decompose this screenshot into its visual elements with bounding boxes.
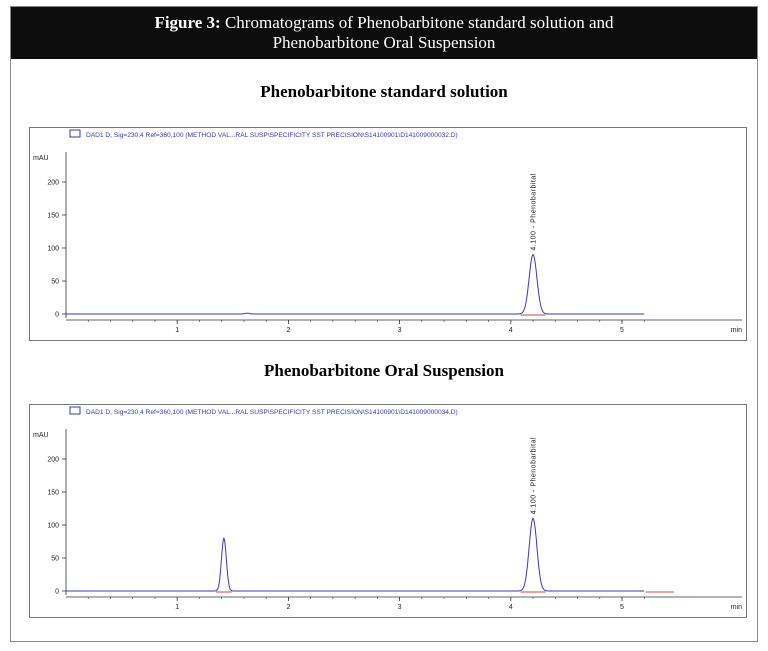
figure-label: Figure 3: xyxy=(154,13,221,32)
y-tick-label: 50 xyxy=(51,279,59,286)
legend-swatch xyxy=(69,406,81,415)
chart-title-suspension: Phenobarbitone Oral Suspension xyxy=(264,361,504,380)
x-axis-label: min xyxy=(731,327,742,334)
chromatogram-svg: DAD1 D, Sig=230,4 Ref=360,100 (METHOD VA… xyxy=(33,129,742,334)
chromatogram-trace xyxy=(66,517,645,592)
caption-line-1: Figure 3: Chromatograms of Phenobarbiton… xyxy=(11,13,757,33)
x-tick-label: 1 xyxy=(175,327,179,334)
legend-text: DAD1 D, Sig=230,4 Ref=360,100 (METHOD VA… xyxy=(86,409,458,416)
legend-swatch xyxy=(69,129,81,138)
peak-label: 4.100 - Phenobarbital xyxy=(531,437,538,514)
y-tick-label: 200 xyxy=(47,180,59,187)
x-tick-label: 5 xyxy=(620,604,624,611)
caption-title-line-1: Chromatograms of Phenobarbitone standard… xyxy=(224,13,614,32)
x-axis-label: min xyxy=(731,604,742,611)
x-tick-label: 4 xyxy=(509,327,513,334)
chromatogram-standard-panel: DAD1 D, Sig=230,4 Ref=360,100 (METHOD VA… xyxy=(29,127,747,341)
y-tick-label: 150 xyxy=(47,213,59,220)
y-tick-label: 200 xyxy=(47,457,59,464)
x-tick-label: 2 xyxy=(286,327,290,334)
x-tick-label: 5 xyxy=(620,327,624,334)
y-tick-label: 0 xyxy=(55,312,59,319)
y-tick-label: 0 xyxy=(55,589,59,596)
legend-text: DAD1 D, Sig=230,4 Ref=360,100 (METHOD VA… xyxy=(86,132,458,139)
figure-frame: Figure 3: Chromatograms of Phenobarbiton… xyxy=(10,6,758,642)
chromatogram-suspension-panel: DAD1 D, Sig=230,4 Ref=360,100 (METHOD VA… xyxy=(29,404,747,618)
y-tick-label: 150 xyxy=(47,490,59,497)
x-tick-label: 1 xyxy=(175,604,179,611)
y-tick-label: 100 xyxy=(47,523,59,530)
chart-title-standard: Phenobarbitone standard solution xyxy=(260,82,508,101)
figure-caption: Figure 3: Chromatograms of Phenobarbiton… xyxy=(11,7,757,59)
x-tick-label: 3 xyxy=(398,327,402,334)
caption-title-line-2: Phenobarbitone Oral Suspension xyxy=(272,33,496,52)
y-tick-label: 50 xyxy=(51,556,59,563)
peak-label: 4.100 - Phenobarbital xyxy=(531,173,538,250)
chromatogram-svg: DAD1 D, Sig=230,4 Ref=360,100 (METHOD VA… xyxy=(33,406,742,611)
chromatogram-trace xyxy=(66,253,645,315)
y-axis-label: mAU xyxy=(33,432,49,439)
x-tick-label: 2 xyxy=(286,604,290,611)
x-tick-label: 3 xyxy=(398,604,402,611)
y-tick-label: 100 xyxy=(47,246,59,253)
y-axis-label: mAU xyxy=(33,155,49,162)
x-tick-label: 4 xyxy=(509,604,513,611)
